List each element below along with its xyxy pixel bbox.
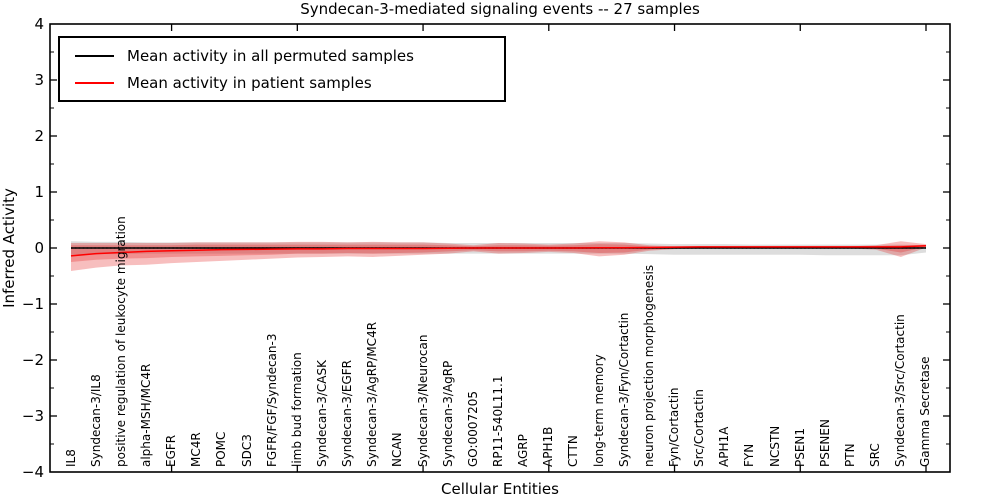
patient-mean-line <box>70 245 927 257</box>
permuted-mean-line-sample <box>75 54 114 57</box>
patient-mean-line-sample <box>75 81 114 84</box>
x-tick-label: alpha-MSH/MC4R <box>138 363 153 467</box>
x-tick-label: Syndecan-3/CASK <box>314 360 329 467</box>
y-tick-label: 0 <box>34 239 44 257</box>
x-tick-label: APH1B <box>541 426 556 467</box>
x-tick-label: long-term memory <box>591 354 606 467</box>
x-tick-label: neuron projection morphogenesis <box>641 264 656 467</box>
x-tick-label: NCAN <box>390 432 405 467</box>
legend-row-permuted: Mean activity in all permuted samples <box>75 42 504 69</box>
x-tick-label: PSEN1 <box>792 427 807 467</box>
y-tick-label: −3 <box>21 407 44 425</box>
y-tick-label: 2 <box>34 127 44 145</box>
x-tick-label: PTN <box>843 443 858 467</box>
x-tick-label: IL8 <box>63 449 78 467</box>
legend-row-patient: Mean activity in patient samples <box>75 69 504 96</box>
x-tick-label: AGRP <box>516 434 531 467</box>
x-tick-label: POMC <box>214 431 229 467</box>
x-tick-label: CTTN <box>566 435 581 467</box>
x-axis-label: Cellular Entities <box>441 480 559 498</box>
legend-label-permuted: Mean activity in all permuted samples <box>127 46 414 65</box>
x-tick-label: Fyn/Cortactin <box>667 387 682 467</box>
y-tick-label: −1 <box>21 295 44 313</box>
chart-title: Syndecan-3-mediated signaling events -- … <box>300 0 700 18</box>
x-tick-label: PSENEN <box>817 419 832 467</box>
x-tick-label: Syndecan-3/AgRP <box>440 360 455 467</box>
y-tick-label: 3 <box>34 71 44 89</box>
legend: Mean activity in all permuted samples Me… <box>58 36 506 102</box>
x-tick-label: Gamma Secretase <box>918 356 933 467</box>
x-tick-label: Syndecan-3/AgRP/MC4R <box>365 321 380 467</box>
x-tick-label: positive regulation of leukocyte migrati… <box>113 216 128 467</box>
x-tick-label: MC4R <box>189 432 204 467</box>
x-tick-label: SDC3 <box>239 434 254 467</box>
x-tick-label: RP11-540L11.1 <box>490 375 505 467</box>
legend-label-patient: Mean activity in patient samples <box>127 73 372 92</box>
x-tick-label: EGFR <box>164 434 179 467</box>
x-tick-label: limb bud formation <box>289 352 304 467</box>
x-tick-label: FGFR/FGF/Syndecan-3 <box>264 333 279 467</box>
x-tick-label: Syndecan-3/Src/Cortactin <box>893 314 908 467</box>
x-tick-label: FYN <box>742 443 757 467</box>
x-tick-label: Syndecan-3/IL8 <box>88 374 103 467</box>
x-tick-label: NCSTN <box>767 425 782 467</box>
x-tick-label: APH1A <box>717 426 732 467</box>
x-tick-label: Syndecan-3/Fyn/Cortactin <box>616 312 631 467</box>
y-tick-label: 1 <box>34 183 44 201</box>
y-tick-label: 4 <box>34 15 44 33</box>
x-tick-label: Syndecan-3/Neurocan <box>415 334 430 467</box>
x-tick-label: Syndecan-3/EGFR <box>340 359 355 467</box>
x-tick-label: Src/Cortactin <box>692 389 707 467</box>
y-tick-label: −4 <box>21 463 44 481</box>
x-tick-label: SRC <box>868 443 883 467</box>
y-tick-label: −2 <box>21 351 44 369</box>
x-tick-label: GO:0007205 <box>465 390 480 467</box>
